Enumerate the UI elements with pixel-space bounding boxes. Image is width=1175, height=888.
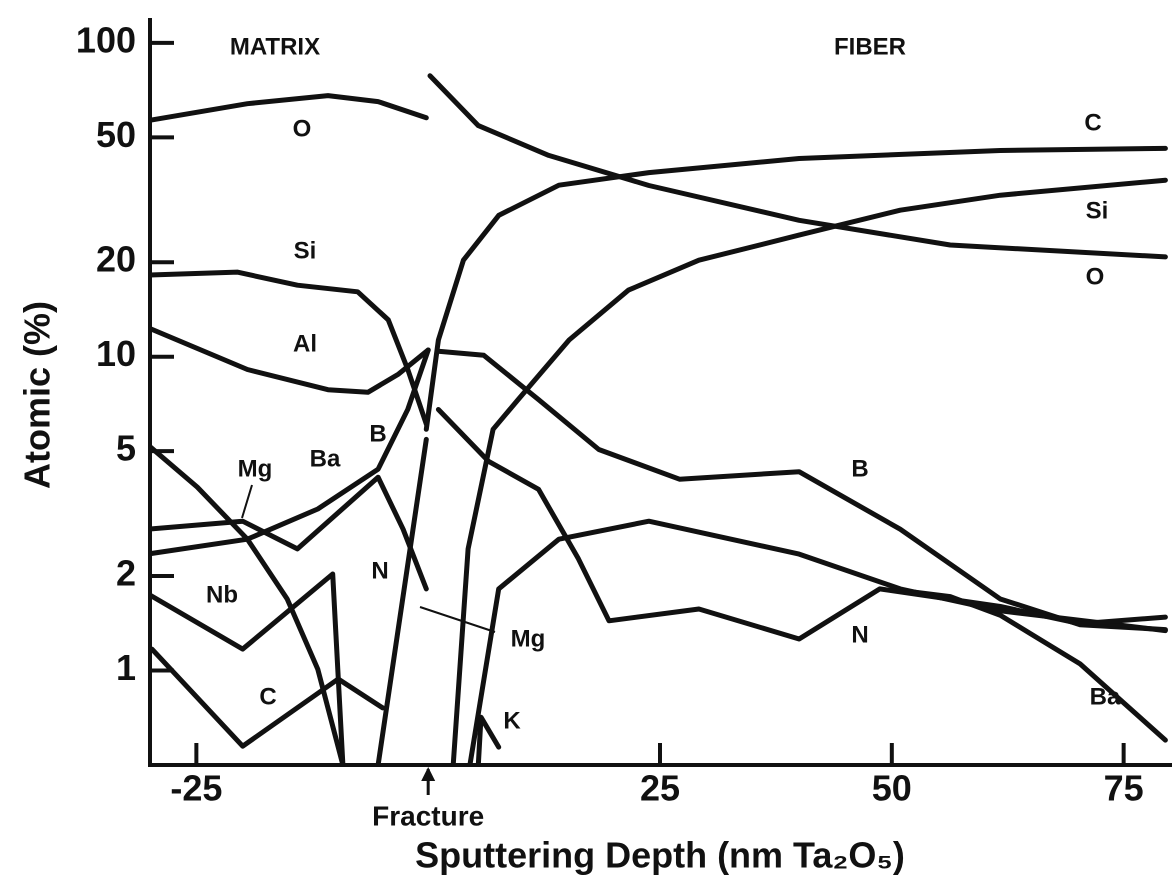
curve <box>435 348 1168 633</box>
x-tick-label: 25 <box>640 768 680 809</box>
curve-label: Ba <box>1090 683 1121 710</box>
curve-label: B <box>369 420 386 447</box>
x-tick-label: 75 <box>1104 768 1144 809</box>
curve-label: Al <box>293 330 317 357</box>
y-tick-label: 20 <box>96 239 136 280</box>
curve-label: Si <box>294 237 317 264</box>
curve <box>375 436 429 767</box>
y-tick-label: 5 <box>116 428 136 469</box>
curve-label: Mg <box>511 625 546 652</box>
annotation: FIBER <box>834 33 906 60</box>
plot-area <box>150 73 1168 767</box>
x-axis-label: Sputtering Depth (nm Ta₂O₅) <box>415 835 905 876</box>
leader-line <box>419 606 496 633</box>
y-tick-label: 2 <box>116 553 136 594</box>
y-tick-label: 50 <box>96 114 136 155</box>
curve-label: N <box>851 621 868 648</box>
curve <box>475 714 502 767</box>
curve <box>150 269 429 427</box>
curve-label: B <box>851 455 868 482</box>
curve <box>150 93 429 123</box>
y-tick-label: 100 <box>76 19 136 60</box>
arrow-head <box>421 767 436 781</box>
curve-label: C <box>1084 109 1101 136</box>
curve <box>435 407 1168 642</box>
x-tick-label: 50 <box>872 768 912 809</box>
curve <box>150 646 386 749</box>
y-tick-label: 10 <box>96 333 136 374</box>
curve <box>423 145 1168 432</box>
curve <box>427 73 1168 260</box>
curve-label: N <box>371 557 388 584</box>
x-tick-label: -25 <box>170 768 222 809</box>
curve <box>150 571 346 767</box>
annotation: MATRIX <box>230 33 320 60</box>
curve-label: O <box>293 115 312 142</box>
leader-line <box>241 484 253 519</box>
curve-label: C <box>259 683 276 710</box>
curve <box>467 518 1168 767</box>
curve <box>150 347 431 557</box>
curve-label: O <box>1086 263 1105 290</box>
curve-label: Si <box>1086 197 1109 224</box>
curve <box>450 177 1168 767</box>
curve <box>150 443 346 767</box>
y-axis-label: Atomic (%) <box>17 301 58 489</box>
curve <box>150 325 431 395</box>
curve-label: K <box>503 707 521 734</box>
curve <box>150 474 429 592</box>
curve-label: Ba <box>310 445 341 472</box>
annotation: Fracture <box>372 800 484 831</box>
curve-label: Nb <box>206 581 238 608</box>
curve-label: Mg <box>238 455 273 482</box>
y-tick-label: 1 <box>116 647 136 688</box>
